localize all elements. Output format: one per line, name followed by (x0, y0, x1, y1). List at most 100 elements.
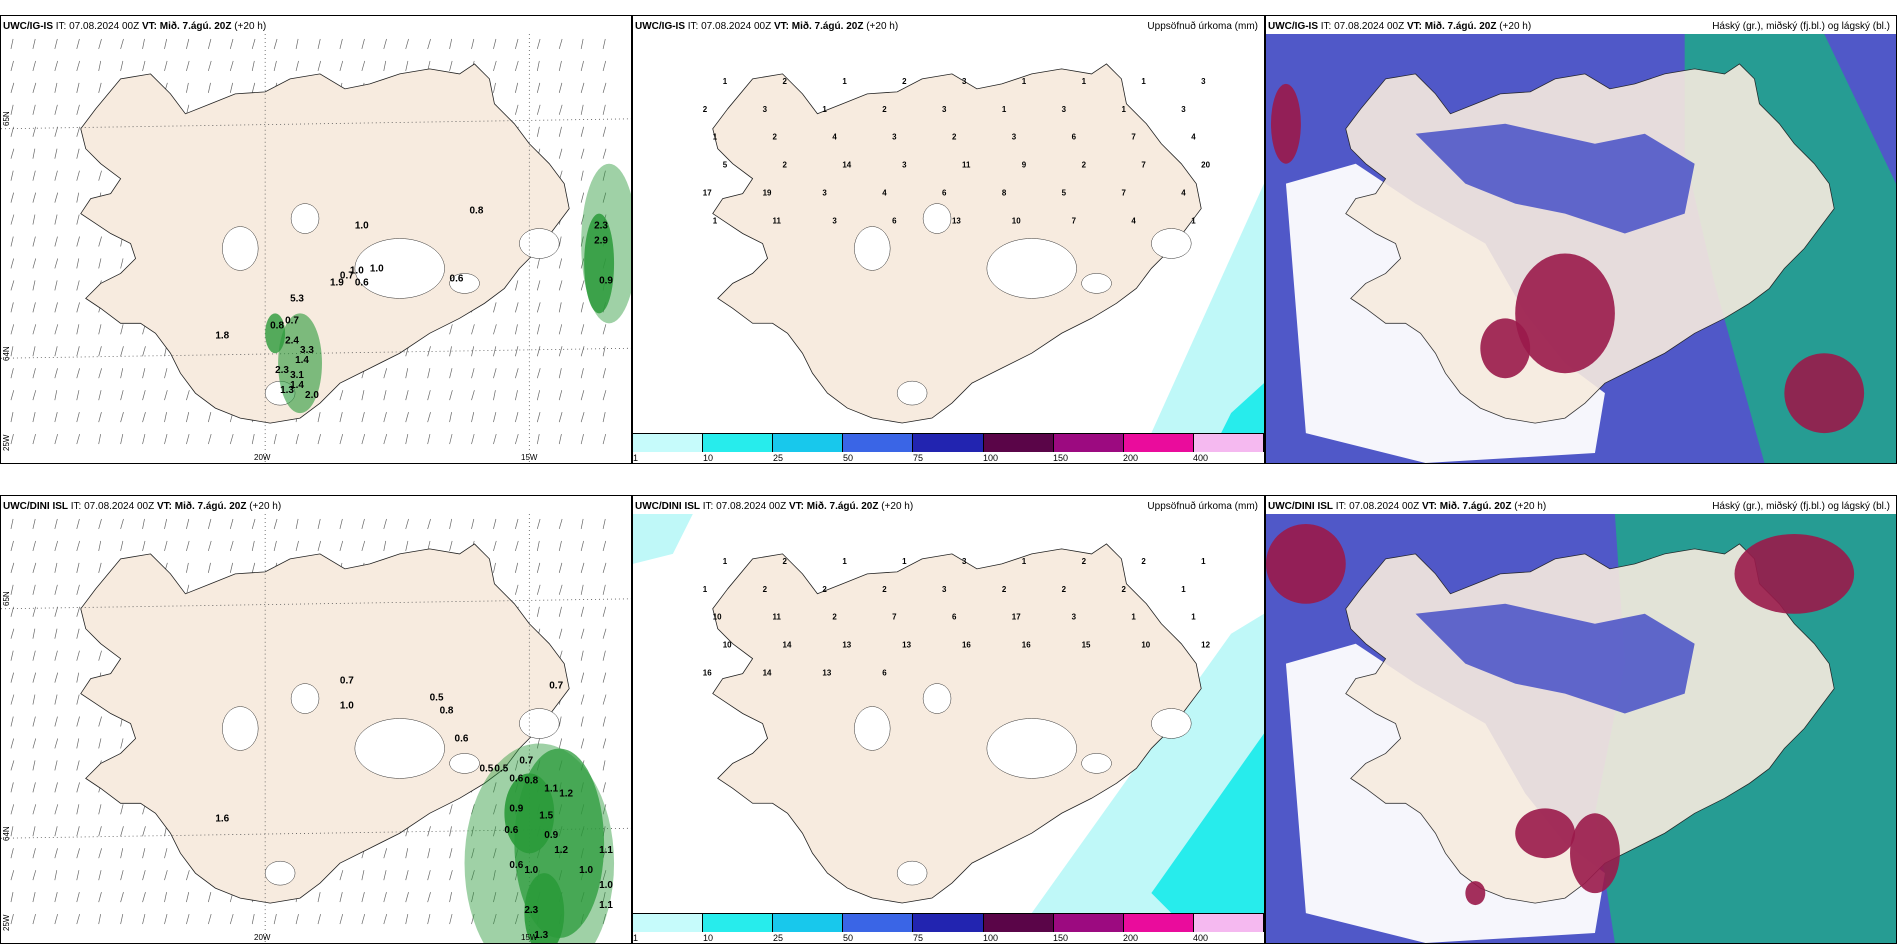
wind-barb (10, 258, 15, 269)
wind-barb (493, 82, 496, 93)
wind-barb (361, 518, 365, 530)
wind-barb (251, 562, 256, 573)
wind-barb (471, 324, 475, 335)
wind-barb (32, 214, 36, 225)
wind-barb (383, 368, 388, 379)
wind-barb (449, 540, 453, 552)
wind-barb (164, 518, 168, 530)
precip-value-label: 6 (882, 669, 887, 678)
legend-swatch (633, 914, 704, 932)
wind-barb (76, 148, 80, 159)
wind-barb (32, 716, 36, 727)
wind-barb (493, 346, 497, 357)
precip-value-label: 3 (1181, 105, 1186, 114)
wind-barb (76, 170, 80, 181)
wind-barb (54, 628, 58, 639)
panel-title: UWC/DINI ISL IT: 07.08.2024 00Z VT: Mið.… (1268, 501, 1547, 512)
wind-barb (186, 412, 190, 423)
glacier (354, 238, 445, 299)
wind-barb (76, 870, 80, 881)
wind-barb (164, 412, 167, 423)
wind-barb (32, 870, 37, 881)
wind-barb (471, 518, 475, 530)
wind-barb (76, 390, 80, 401)
wind-barb (493, 913, 497, 925)
wind-barb (10, 870, 15, 881)
wind-barb (536, 104, 541, 115)
wind-barb (580, 738, 585, 749)
wind-barb (361, 433, 366, 445)
wind-barb (120, 804, 124, 815)
latitude-line (1, 118, 631, 130)
wind-barb (295, 913, 299, 925)
wind-barb (339, 892, 343, 903)
wind-barb (54, 236, 58, 247)
wind-barb (76, 650, 80, 661)
wind-barb (580, 258, 585, 269)
precip-value-label: 6 (1072, 133, 1077, 142)
precip-value-label: 0.5 (430, 693, 444, 704)
precip-value-label: 1 (1191, 613, 1196, 622)
precip-value-label: 3 (892, 133, 897, 142)
wind-barb (427, 368, 431, 379)
wind-barb (295, 433, 299, 445)
wind-barb (10, 82, 15, 93)
latitude-line (1, 598, 631, 610)
wind-barb (602, 650, 606, 661)
precip-area (633, 514, 693, 564)
glacier (1081, 273, 1112, 294)
wind-barb (580, 562, 585, 573)
wind-barb (54, 60, 58, 72)
wind-barb (558, 433, 562, 445)
wind-barb (383, 892, 387, 903)
wind-barb (32, 390, 37, 401)
glacier (354, 718, 445, 779)
precip-value-label: 19 (763, 189, 772, 198)
wind-barb (164, 870, 168, 881)
wind-barb (383, 390, 387, 401)
wind-barb (602, 782, 606, 793)
wind-barb (76, 672, 80, 683)
wind-barb (142, 892, 146, 903)
wind-barb (32, 346, 36, 357)
wind-barb (76, 716, 80, 727)
lon-label: 15W (521, 933, 538, 942)
wind-barb (558, 584, 563, 595)
glacier (264, 860, 296, 886)
wind-barb (10, 782, 14, 793)
precip-value-label: 2.3 (594, 221, 608, 232)
iceland-landmass (712, 63, 1202, 424)
precip-value-label: 0.8 (470, 206, 484, 217)
wind-barb (120, 826, 124, 837)
legend-swatch (1053, 914, 1124, 932)
precip-area (1151, 733, 1264, 913)
legend-tick: 150 (1053, 933, 1069, 943)
lat-label: 25W (2, 434, 11, 451)
wind-barb (317, 540, 321, 552)
legend-tick: 150 (1053, 453, 1069, 463)
wind-barb (536, 518, 541, 530)
wind-barb (295, 38, 299, 50)
lat-label: 65N (2, 111, 11, 126)
precip-value-label: 1 (1131, 613, 1136, 622)
wind-barb (295, 518, 299, 530)
wind-barb (10, 390, 15, 401)
legend-tick: 75 (913, 933, 924, 943)
wind-barb (32, 280, 36, 291)
panel-wind-row2: UWC/DINI ISL IT: 07.08.2024 00Z VT: Mið.… (0, 495, 632, 944)
wind-barb (493, 782, 497, 793)
wind-barb (580, 236, 584, 247)
wind-barb (602, 192, 607, 203)
wind-barb (10, 104, 14, 115)
precip-value-label: 0.6 (450, 273, 464, 284)
panel-subtitle: Uppsöfnuð úrkoma (mm) (1147, 21, 1258, 32)
precip-value-label: 20 (1201, 161, 1210, 170)
wind-barb (76, 848, 80, 859)
wind-barb (76, 368, 80, 379)
wind-barb (32, 540, 36, 552)
wind-barb (602, 716, 606, 727)
wind-barb (405, 892, 409, 903)
wind-barb (251, 82, 256, 93)
wind-barb (493, 518, 497, 530)
wind-barb (164, 892, 167, 903)
